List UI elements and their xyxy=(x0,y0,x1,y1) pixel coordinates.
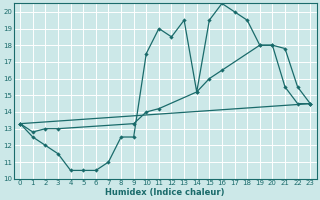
X-axis label: Humidex (Indice chaleur): Humidex (Indice chaleur) xyxy=(106,188,225,197)
